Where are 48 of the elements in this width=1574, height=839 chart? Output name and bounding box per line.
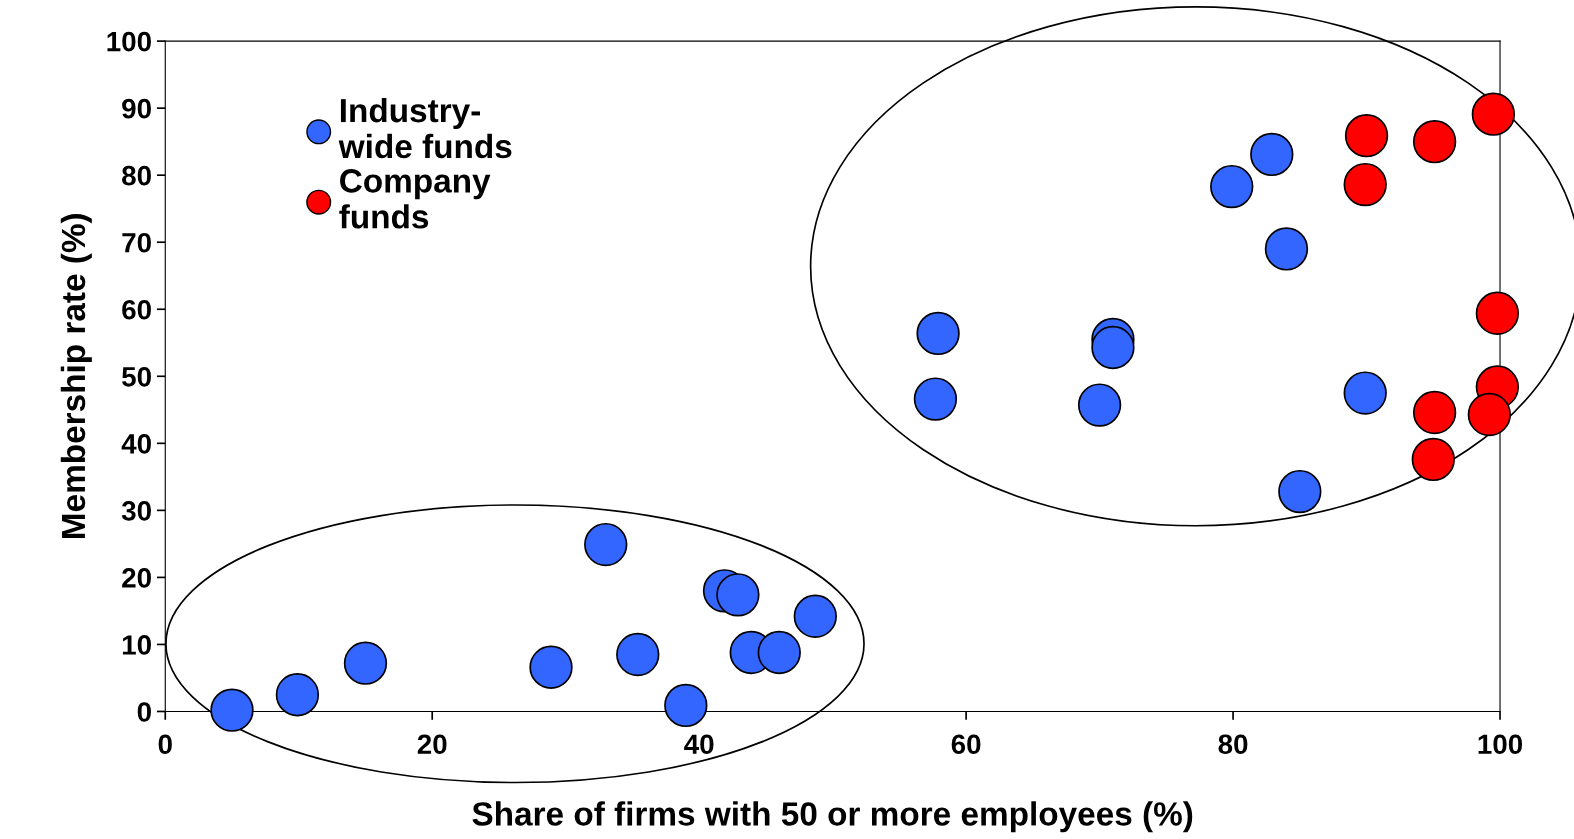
x-tick-label: 40 [684, 734, 714, 755]
point [757, 630, 801, 675]
legend-label: Company funds [339, 169, 491, 229]
point [1344, 113, 1389, 158]
x-tick-label: 60 [951, 734, 981, 755]
point [529, 645, 573, 689]
y-tick-label: 60 [122, 299, 151, 320]
y-tick-label: 80 [122, 165, 151, 186]
y-tick-label: 30 [121, 501, 151, 521]
x-tick-label: 80 [1218, 734, 1248, 755]
point [916, 311, 960, 356]
y-tick-label: 20 [122, 568, 151, 588]
point [210, 688, 254, 732]
point [616, 632, 660, 677]
point [1343, 162, 1387, 207]
y-tick-label: 90 [122, 98, 151, 119]
point [1077, 383, 1122, 427]
y-tick-label: 0 [137, 702, 151, 722]
y-tick-label: 50 [122, 366, 151, 387]
y-tick-label: 70 [122, 232, 151, 253]
legend-label: Industry- wide funds [338, 97, 512, 159]
y-tick-label: 100 [107, 31, 151, 52]
x-axis-title: Share of firms with 50 or more employees (%) [472, 801, 1193, 833]
point [1278, 469, 1322, 514]
point [1475, 291, 1520, 335]
point [1250, 132, 1294, 177]
point [1343, 371, 1387, 415]
point [584, 522, 628, 567]
point [1412, 119, 1457, 164]
point [1210, 164, 1254, 209]
point [343, 641, 388, 685]
y-tick-label: 10 [122, 635, 151, 655]
y-tick-label: 40 [121, 434, 151, 454]
point [716, 573, 760, 617]
point [793, 594, 837, 638]
point [1264, 227, 1309, 271]
point [1467, 392, 1512, 437]
y-axis-title: Membership rate (%) [60, 214, 92, 538]
point [1471, 92, 1516, 136]
point [913, 377, 958, 421]
point [664, 683, 708, 728]
x-tick-label: 0 [158, 734, 172, 755]
x-tick-label: 20 [417, 734, 447, 755]
point [1411, 437, 1455, 482]
point [275, 673, 320, 717]
x-tick-label: 100 [1478, 734, 1523, 755]
point [1091, 325, 1135, 370]
point [1412, 390, 1457, 435]
